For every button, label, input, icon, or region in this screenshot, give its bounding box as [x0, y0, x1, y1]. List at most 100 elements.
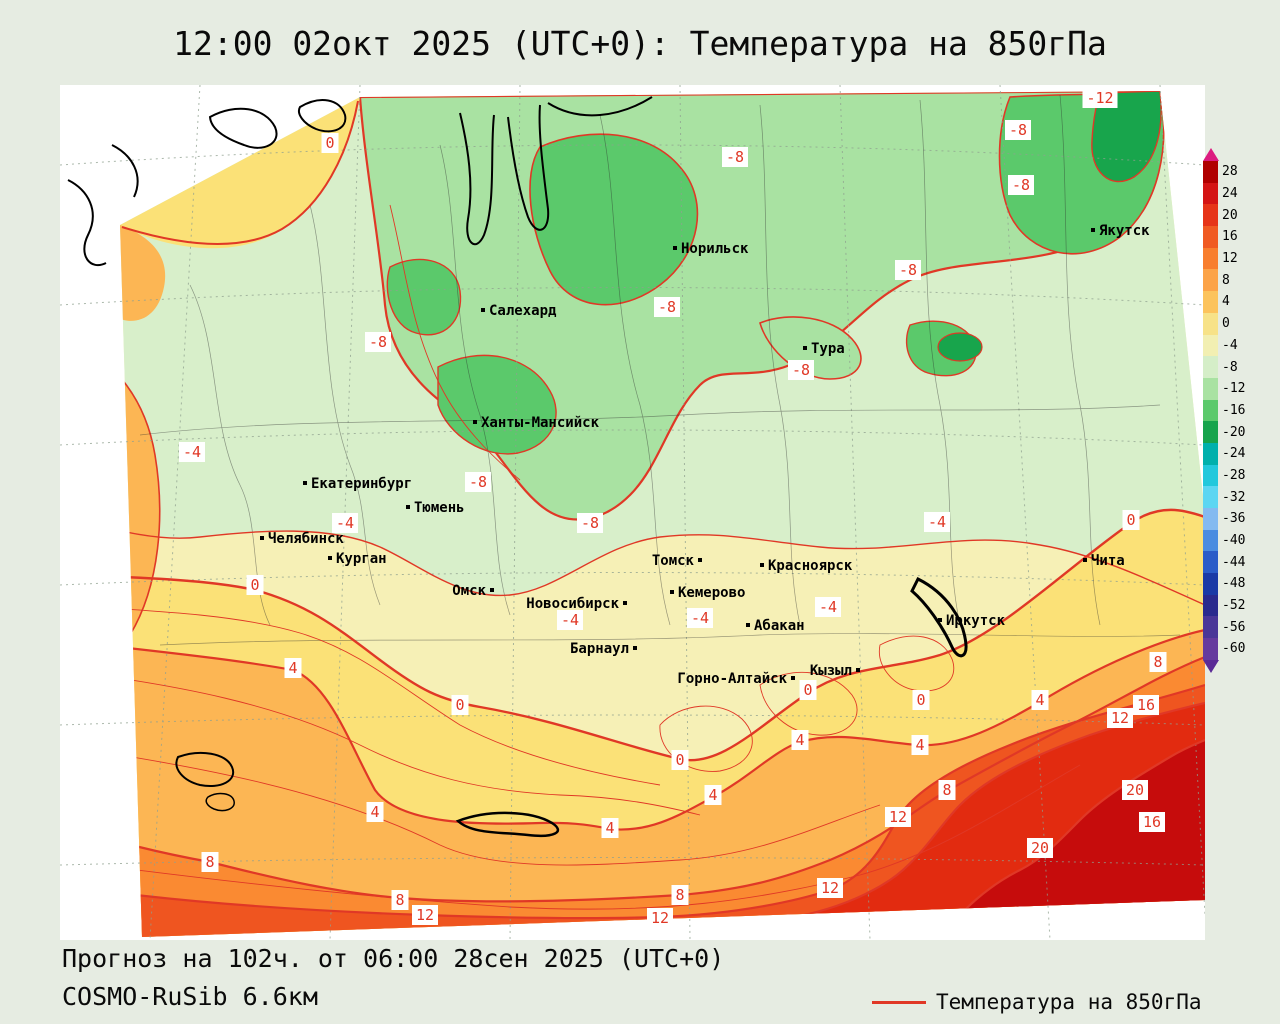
city-marker	[791, 676, 795, 680]
contour-label-box	[671, 885, 689, 905]
contour-label: 8	[675, 886, 684, 904]
contour-label-box	[465, 472, 491, 492]
contour-label: 4	[708, 786, 717, 804]
contour-label-box	[722, 147, 748, 167]
city-label: Челябинск	[268, 531, 344, 547]
city-marker	[698, 558, 702, 562]
city-marker	[328, 556, 332, 560]
contour-label-box	[179, 442, 205, 462]
city-label: Красноярск	[768, 558, 853, 574]
colorbar-row: -28	[1203, 464, 1245, 487]
colorbar-value: 4	[1222, 294, 1230, 310]
temp-band-green-patch	[759, 316, 862, 380]
colorbar-row: -16	[1203, 399, 1245, 422]
contour-label: -8	[369, 333, 387, 351]
colorbar-value: -48	[1222, 576, 1246, 592]
city-label: Кемерово	[678, 585, 745, 601]
contour-label: 0	[916, 691, 925, 709]
colorbar-row: 28	[1203, 161, 1245, 183]
colorbar-value: -40	[1222, 533, 1246, 549]
arctic-island	[208, 107, 278, 149]
colorbar-value: -12	[1222, 381, 1246, 397]
contour-label: -12	[1086, 89, 1113, 107]
colorbar-value: 24	[1222, 186, 1238, 202]
city-label: Барнаул	[570, 641, 629, 657]
colorbar-row: -60	[1203, 638, 1245, 660]
contour-label-box	[1008, 175, 1034, 195]
city-marker	[856, 668, 860, 672]
lake-southwest	[175, 751, 235, 787]
colorbar-row: 8	[1203, 269, 1245, 292]
city-marker	[670, 590, 674, 594]
colorbar-row: -4	[1203, 334, 1245, 357]
colorbar-row: -24	[1203, 442, 1246, 465]
colorbar-row: 0	[1203, 312, 1245, 335]
contour-label-box	[1027, 838, 1053, 858]
contour-label: 0	[455, 696, 464, 714]
lake-south	[455, 811, 560, 837]
contour-label: -8	[792, 361, 810, 379]
contour-label: 8	[942, 781, 951, 799]
contour-label: -4	[819, 598, 837, 616]
ob-gulf-coast	[459, 112, 495, 246]
city-label: Томск	[652, 553, 695, 569]
city-label: Салехард	[489, 303, 557, 319]
contour-label-box	[791, 730, 809, 750]
city-marker	[490, 588, 494, 592]
colorbar-row: -48	[1203, 573, 1245, 595]
colorbar-arrow-up-icon	[1203, 148, 1219, 161]
colorbar-value: 12	[1222, 251, 1238, 267]
city-marker	[938, 618, 942, 622]
page-title: 12:00 02окт 2025 (UTC+0): Температура на…	[173, 24, 1107, 63]
contour-label: 0	[325, 134, 334, 152]
colorbar-value: -24	[1222, 446, 1246, 462]
contour-label: 0	[250, 576, 259, 594]
contour-label: 4	[605, 819, 614, 837]
lake-southwest	[205, 792, 235, 812]
colorbar-row: -32	[1203, 486, 1245, 508]
contour-label-box	[1107, 708, 1133, 728]
contour-label: -4	[561, 611, 579, 629]
temperature-field	[60, 91, 1205, 937]
colorbar-row: 24	[1203, 182, 1245, 205]
colorbar-row: 20	[1203, 204, 1245, 227]
city-marker	[1083, 558, 1087, 562]
city-label: Тура	[811, 341, 845, 357]
contour-label-box	[577, 513, 603, 533]
contour-label: 4	[288, 659, 297, 677]
contour-label: -8	[658, 298, 676, 316]
contour-labels: -12 -8 -8 -8 -8 -8 -8 -8 -8 -8 -4 -4 -4 -4 -4 -4 0 0 0 0 0 0 0…	[179, 88, 1167, 928]
colorbar-row: -40	[1203, 529, 1246, 552]
temp-band-yellow-nw	[120, 97, 360, 249]
city-label: Горно-Алтайск	[677, 671, 787, 687]
contour-label: -4	[928, 513, 946, 531]
region-borders	[139, 94, 1181, 646]
contour-label: 12	[416, 906, 434, 924]
city-label: Чита	[1091, 553, 1125, 569]
contour-label-box	[412, 905, 438, 925]
city-label: Курган	[336, 551, 387, 567]
contour-label-box	[1082, 88, 1118, 108]
contour-label-box	[924, 512, 950, 532]
colorbar-row: -36	[1203, 508, 1245, 530]
colorbar-row: -20	[1203, 421, 1245, 443]
temp-west-ridge-deep	[120, 373, 124, 638]
contour-label-box	[687, 608, 713, 628]
west-coast	[111, 144, 139, 198]
contour-label-box	[654, 297, 680, 317]
colorbar-value: -36	[1222, 511, 1246, 527]
colorbar-value: -44	[1222, 554, 1246, 570]
city-marker	[623, 601, 627, 605]
city-label: Ханты-Мансийск	[481, 415, 600, 431]
contour-label: 4	[795, 731, 804, 749]
city-label: Иркутск	[946, 613, 1006, 629]
city-label: Омск	[452, 583, 486, 599]
temp-band-deep-green	[437, 354, 557, 455]
contour-label-box	[201, 852, 219, 872]
city-markers: Норильск Якутск Салехард Тура Ханты-Мансийск…	[260, 223, 1150, 687]
temp-west-ridge-core	[60, 415, 93, 563]
contour-label-box	[557, 610, 583, 630]
ob-gulf-coast	[507, 104, 550, 231]
contour-label: -4	[183, 443, 201, 461]
city-marker	[473, 420, 477, 424]
